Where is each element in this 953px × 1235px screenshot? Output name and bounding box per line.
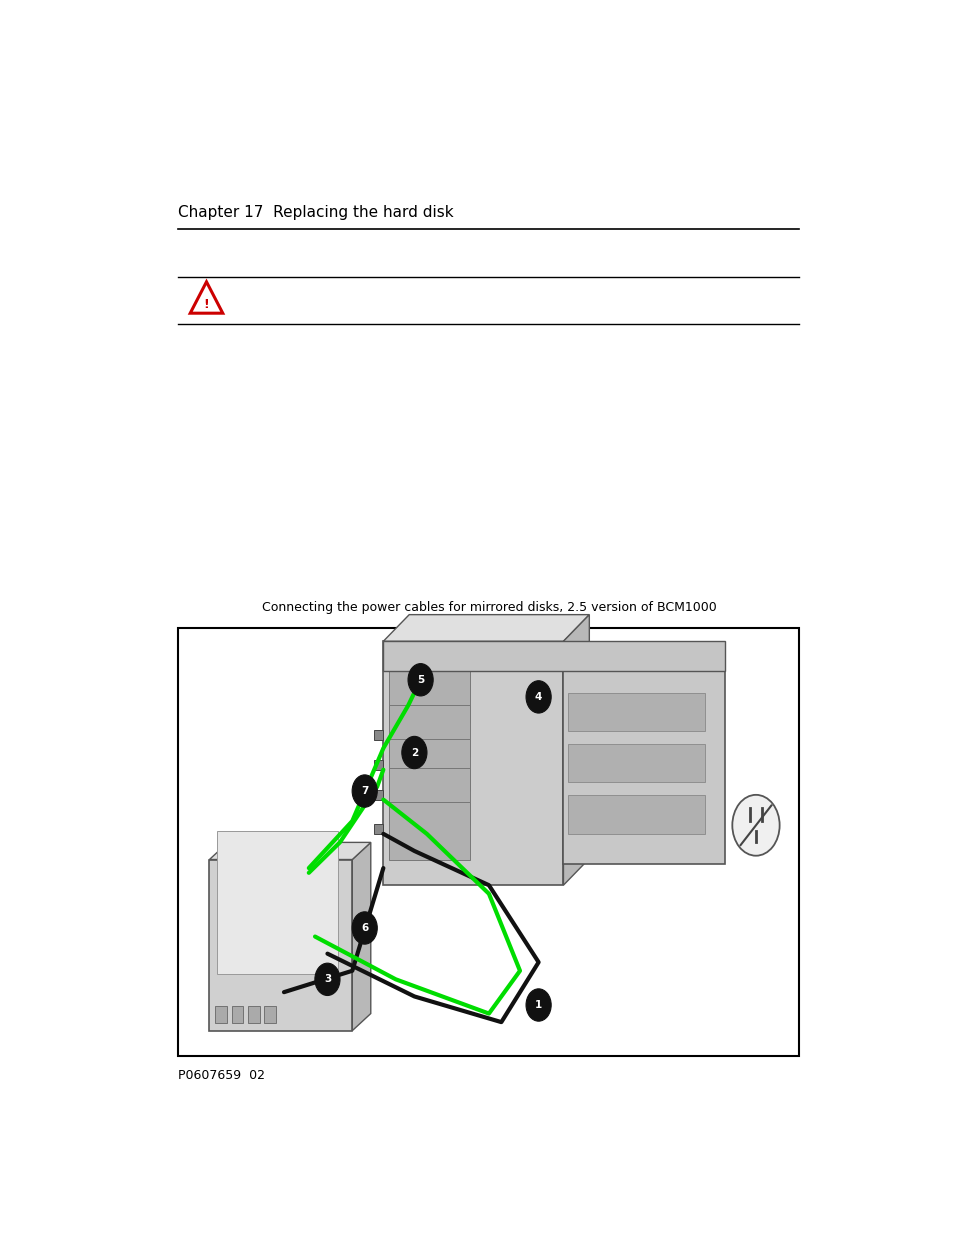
Circle shape [352, 774, 376, 808]
Text: 1: 1 [535, 1000, 541, 1010]
Bar [389, 704, 470, 757]
Circle shape [314, 963, 339, 995]
Text: Chapter 17  Replacing the hard disk: Chapter 17 Replacing the hard disk [178, 205, 454, 220]
Bar [178, 629, 799, 1056]
Bar [210, 860, 352, 1031]
Bar [567, 795, 704, 834]
Text: 7: 7 [360, 785, 368, 797]
Bar [563, 672, 724, 863]
Text: 6: 6 [361, 923, 368, 932]
Bar [216, 831, 338, 973]
Text: 2: 2 [411, 747, 417, 757]
Bar [389, 666, 470, 722]
Circle shape [732, 795, 779, 856]
Bar [389, 739, 470, 792]
Bar [389, 803, 470, 860]
Circle shape [352, 911, 376, 944]
Bar [375, 790, 383, 799]
Polygon shape [563, 615, 589, 885]
Text: 4: 4 [535, 692, 541, 701]
Text: !: ! [203, 298, 209, 311]
Bar [375, 824, 383, 834]
Text: 3: 3 [323, 974, 331, 984]
Text: Connecting the power cables for mirrored disks, 2.5 version of BCM1000: Connecting the power cables for mirrored… [261, 601, 716, 614]
Polygon shape [352, 842, 371, 1031]
Bar [567, 743, 704, 783]
Bar [383, 641, 724, 672]
Circle shape [525, 680, 551, 713]
Circle shape [401, 736, 427, 768]
Circle shape [525, 989, 551, 1021]
Bar [215, 1007, 227, 1023]
Bar [375, 760, 383, 769]
Polygon shape [383, 615, 589, 641]
Bar [383, 641, 563, 885]
Bar [389, 768, 470, 825]
Text: P0607659  02: P0607659 02 [178, 1070, 265, 1082]
Polygon shape [210, 842, 371, 860]
Bar [567, 693, 704, 731]
Bar [375, 730, 383, 740]
Text: 5: 5 [416, 674, 424, 684]
Bar [232, 1007, 243, 1023]
Circle shape [408, 663, 433, 697]
Bar [264, 1007, 275, 1023]
Bar [248, 1007, 259, 1023]
